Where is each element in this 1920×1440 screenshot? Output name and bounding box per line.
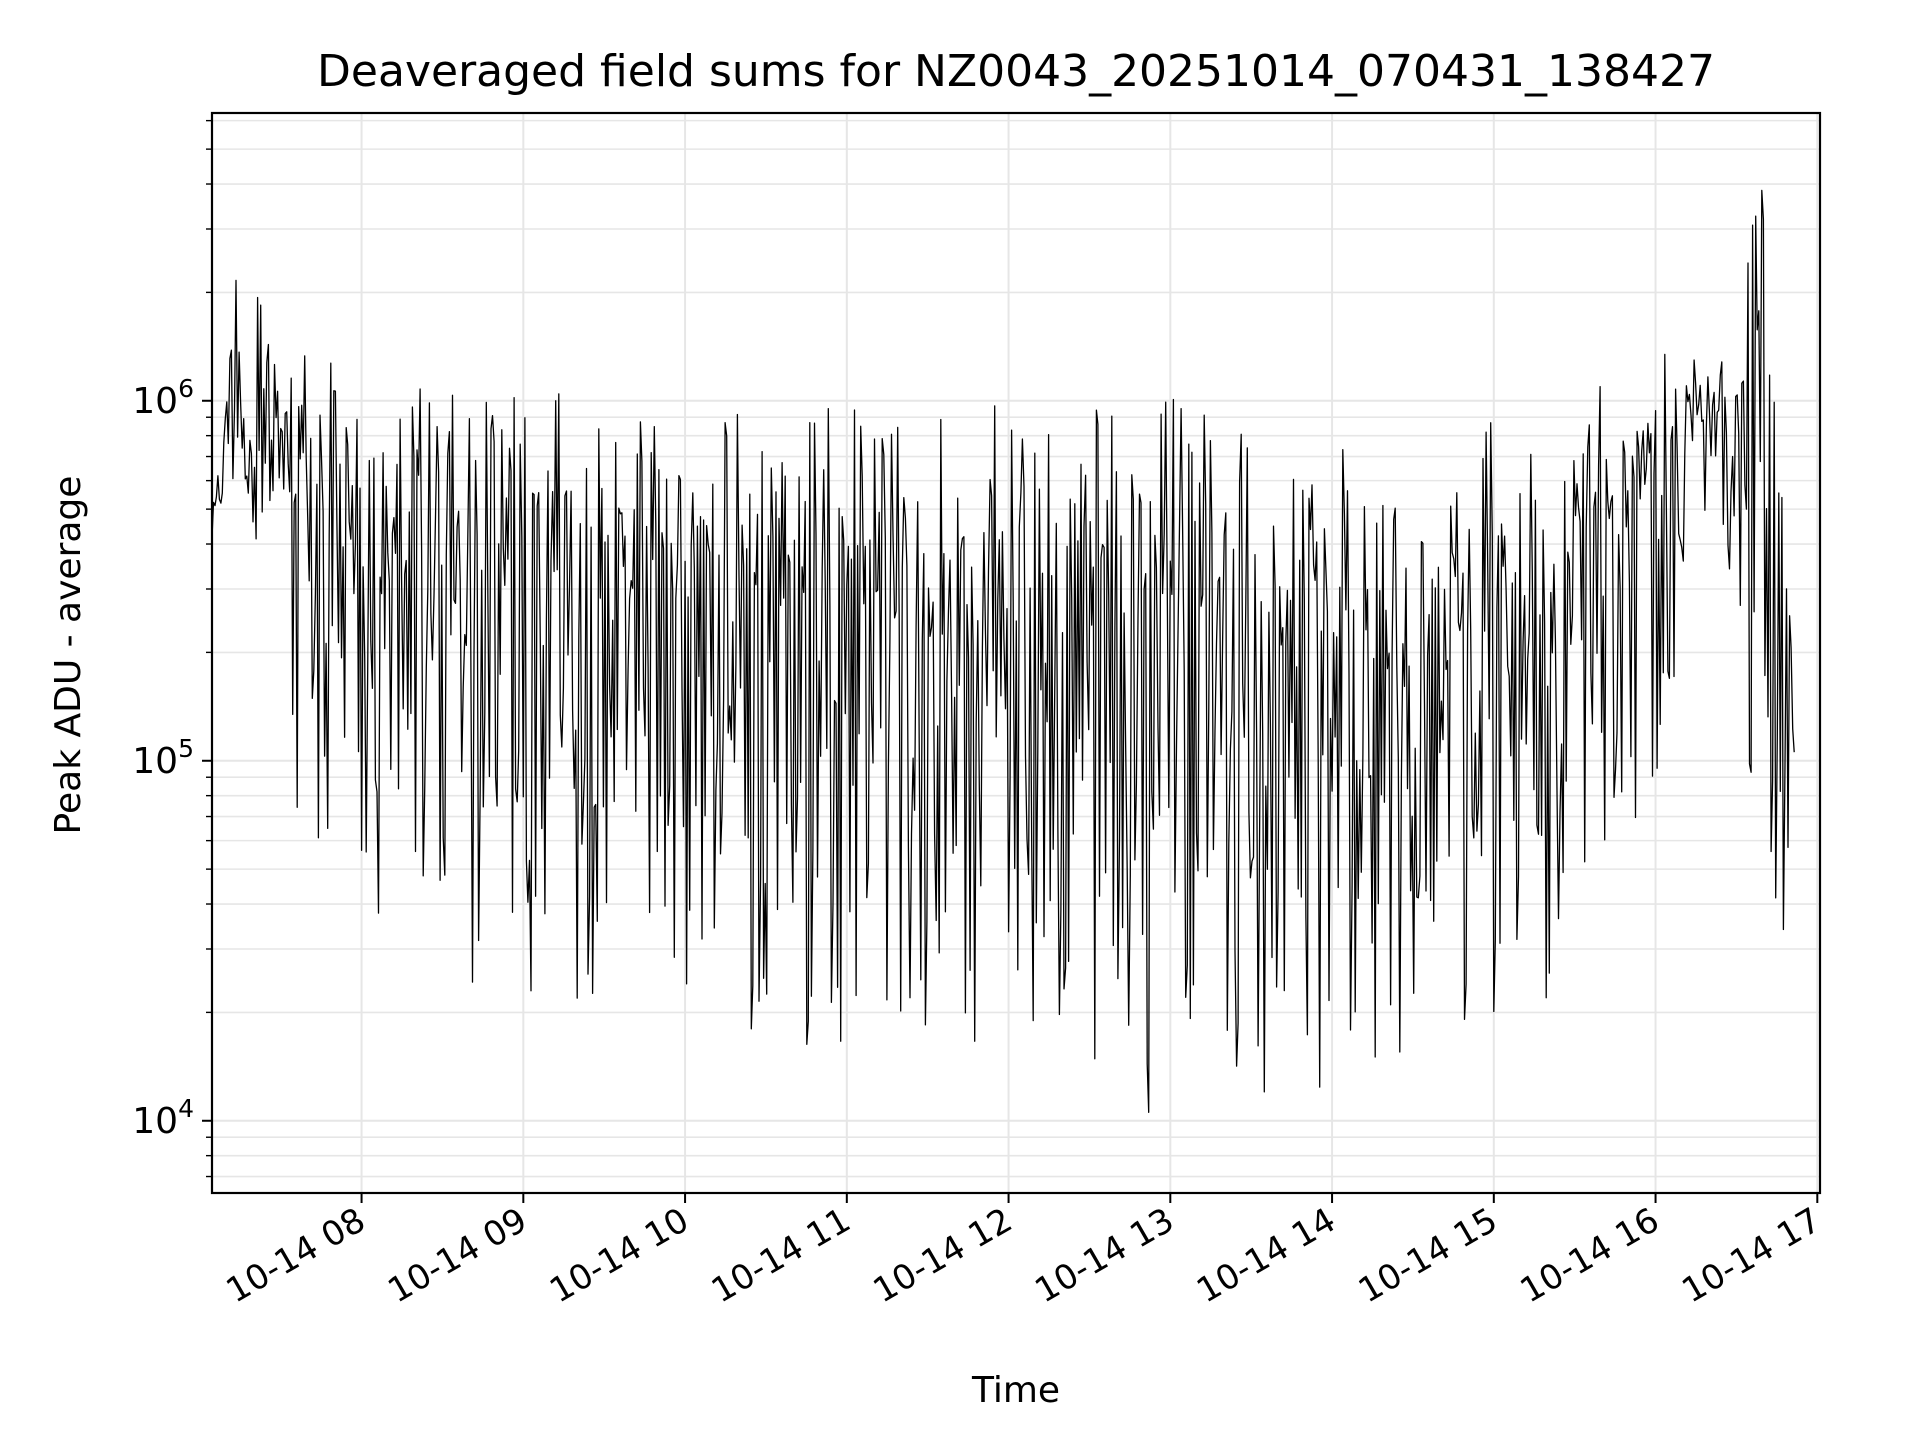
y-tick-label: 106: [132, 374, 194, 422]
y-axis-label: Peak ADU - average: [48, 476, 89, 835]
chart-title: Deaveraged field sums for NZ0043_2025101…: [317, 46, 1715, 97]
y-axis: 104 105 106: [132, 119, 212, 1178]
data-series-group: [211, 189, 1795, 1113]
y-tick-label: 105: [132, 734, 194, 782]
x-axis-label: Time: [971, 1370, 1060, 1411]
y-tick-label: 104: [132, 1094, 194, 1142]
data-series-line: [211, 189, 1795, 1113]
